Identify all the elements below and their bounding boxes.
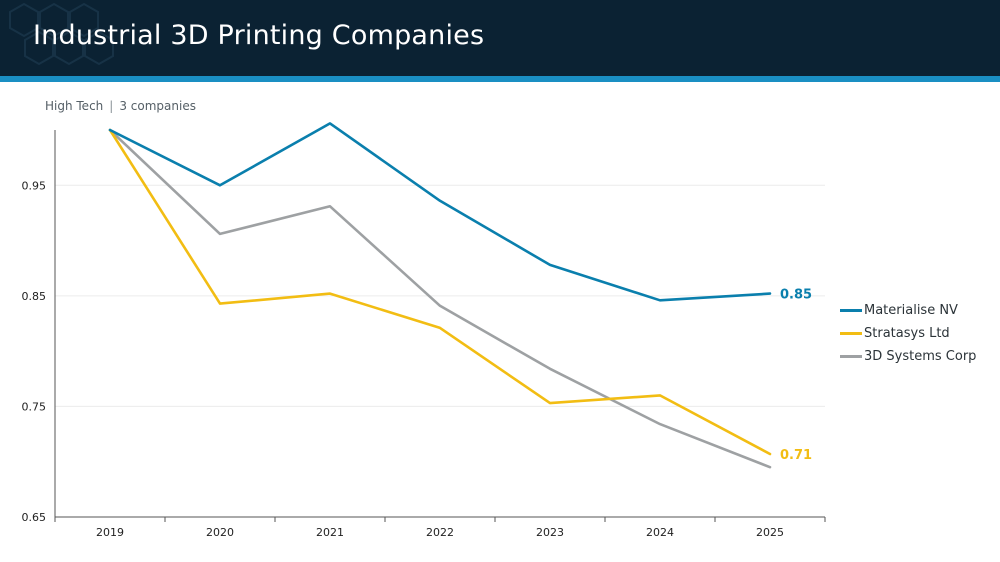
legend-label: Stratasys Ltd [864, 326, 950, 341]
chart-legend: Materialise NV Stratasys Ltd 3D Systems Co… [840, 299, 976, 368]
legend-item: 3D Systems Corp [840, 345, 976, 368]
separator: | [109, 99, 114, 113]
legend-swatch [840, 355, 862, 358]
legend-item: Stratasys Ltd [840, 322, 976, 345]
header-bar: Industrial 3D Printing Companies [0, 0, 1000, 76]
series-line-2 [108, 128, 772, 469]
series-line-0 [108, 122, 772, 302]
x-tick-label: 2022 [426, 526, 454, 539]
sector-label: High Tech [45, 99, 104, 113]
hexagon-pattern-icon [9, 2, 114, 66]
x-tick-label: 2020 [206, 526, 234, 539]
page-title: Industrial 3D Printing Companies [33, 20, 485, 51]
x-tick-label: 2021 [316, 526, 344, 539]
x-tick-label: 2024 [646, 526, 674, 539]
accent-bar [0, 76, 1000, 82]
legend-label: Materialise NV [864, 303, 958, 318]
company-count: 3 companies [119, 99, 196, 113]
x-tick-label: 2025 [756, 526, 784, 539]
end-value-label: 0.71 [780, 448, 812, 463]
legend-item: Materialise NV [840, 299, 976, 322]
legend-label: 3D Systems Corp [864, 349, 977, 364]
y-tick-label: 0.85 [22, 290, 47, 303]
series-line-1 [108, 128, 772, 456]
x-tick-label: 2023 [536, 526, 564, 539]
y-tick-label: 0.65 [22, 511, 47, 524]
end-value-label: 0.85 [780, 288, 812, 303]
legend-swatch [840, 332, 862, 335]
subtitle: High Tech | 3 companies [45, 99, 196, 113]
legend-swatch [840, 309, 862, 312]
x-tick-label: 2019 [96, 526, 124, 539]
y-tick-label: 0.75 [22, 400, 47, 413]
y-tick-label: 0.95 [22, 179, 47, 192]
